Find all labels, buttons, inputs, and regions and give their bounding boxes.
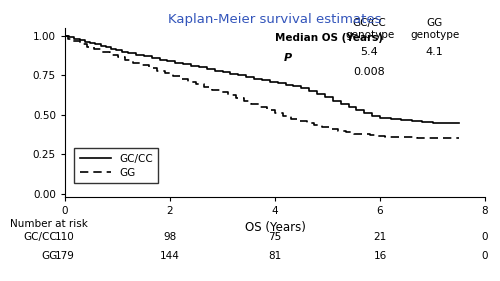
Text: 16: 16 bbox=[374, 251, 386, 261]
Text: 21: 21 bbox=[374, 232, 386, 243]
Text: 81: 81 bbox=[268, 251, 281, 261]
Text: 179: 179 bbox=[55, 251, 75, 261]
Text: 0.008: 0.008 bbox=[354, 67, 386, 77]
Text: GG: GG bbox=[41, 251, 58, 261]
Text: GC/CC
genotype: GC/CC genotype bbox=[345, 18, 394, 40]
X-axis label: OS (Years): OS (Years) bbox=[244, 221, 306, 234]
Text: 0: 0 bbox=[482, 251, 488, 261]
Text: Number at risk: Number at risk bbox=[10, 219, 88, 229]
Text: 5.4: 5.4 bbox=[360, 47, 378, 57]
Text: P: P bbox=[284, 53, 292, 64]
Text: 98: 98 bbox=[164, 232, 176, 243]
Legend: GC/CC, GG: GC/CC, GG bbox=[74, 148, 158, 183]
Title: Kaplan-Meier survival estimates: Kaplan-Meier survival estimates bbox=[168, 13, 382, 26]
Text: 144: 144 bbox=[160, 251, 180, 261]
Text: 0: 0 bbox=[482, 232, 488, 243]
Text: 110: 110 bbox=[55, 232, 75, 243]
Text: 75: 75 bbox=[268, 232, 281, 243]
Text: Median OS (Years): Median OS (Years) bbox=[275, 33, 383, 43]
Text: GC/CC: GC/CC bbox=[24, 232, 58, 243]
Text: GG
genotype: GG genotype bbox=[410, 18, 459, 40]
Text: 4.1: 4.1 bbox=[426, 47, 444, 57]
